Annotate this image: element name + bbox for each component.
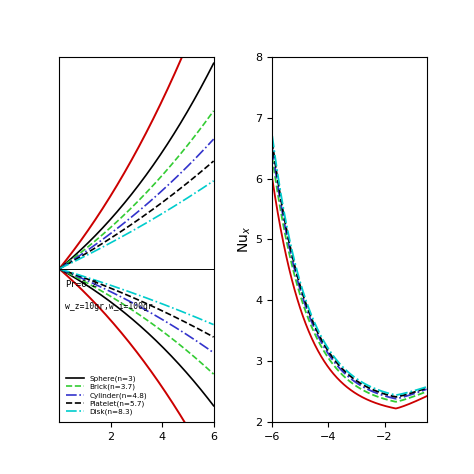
Legend: Sphere(n=3), Brick(n=3.7), Cylinder(n=4.8), Platelet(n=5.7), Disk(n=8.3): Sphere(n=3), Brick(n=3.7), Cylinder(n=4.… (63, 373, 150, 418)
Text: w_z=10gr,w_i=100gr: w_z=10gr,w_i=100gr (65, 301, 153, 310)
Y-axis label: Nu$_x$: Nu$_x$ (236, 226, 253, 253)
Text: Pr=6.2: Pr=6.2 (65, 280, 98, 289)
